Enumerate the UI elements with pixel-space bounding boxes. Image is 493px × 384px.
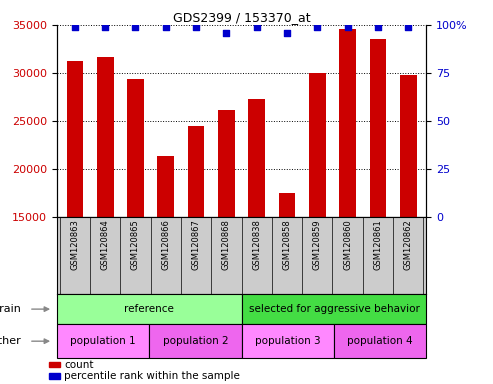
Text: GSM120860: GSM120860 [343,219,352,270]
Text: percentile rank within the sample: percentile rank within the sample [65,371,240,381]
Point [71,24,79,30]
Bar [242,294,426,324]
Text: GSM120862: GSM120862 [404,219,413,270]
Bar [242,324,334,358]
Point [101,24,109,30]
Text: GSM120868: GSM120868 [222,219,231,270]
Text: count: count [65,360,94,370]
Point [162,24,170,30]
Bar [57,324,149,358]
Bar [97,56,113,361]
Bar [370,40,387,361]
Point [132,24,140,30]
Text: GSM120859: GSM120859 [313,219,322,270]
Point [253,24,261,30]
Text: GSM120863: GSM120863 [70,219,79,270]
Text: GSM120864: GSM120864 [101,219,109,270]
Bar [334,324,426,358]
Bar [339,29,356,361]
Title: GDS2399 / 153370_at: GDS2399 / 153370_at [173,11,311,24]
Text: selected for aggressive behavior: selected for aggressive behavior [248,304,420,314]
Text: GSM120865: GSM120865 [131,219,140,270]
Text: other: other [0,336,22,346]
Bar [67,61,83,361]
Bar [57,294,242,324]
Text: reference: reference [124,304,174,314]
Bar [49,362,60,367]
Bar [248,99,265,361]
Text: GSM120866: GSM120866 [161,219,170,270]
Point [283,30,291,36]
Bar [188,126,205,361]
Point [344,24,352,30]
Text: population 4: population 4 [348,336,413,346]
Bar [157,156,174,361]
Bar [49,373,60,379]
Point [314,24,321,30]
Bar [400,75,417,361]
Text: population 2: population 2 [163,336,228,346]
Bar [127,79,144,361]
Point [374,24,382,30]
Point [404,24,412,30]
Text: GSM120838: GSM120838 [252,219,261,270]
Bar [218,111,235,361]
Text: population 1: population 1 [70,336,136,346]
Text: GSM120867: GSM120867 [192,219,201,270]
Bar [279,193,295,361]
Text: GSM120861: GSM120861 [374,219,383,270]
Bar [309,73,326,361]
Text: GSM120858: GSM120858 [282,219,291,270]
Point [192,24,200,30]
Text: population 3: population 3 [255,336,320,346]
Text: strain: strain [0,304,22,314]
Bar [149,324,242,358]
Point [222,30,230,36]
